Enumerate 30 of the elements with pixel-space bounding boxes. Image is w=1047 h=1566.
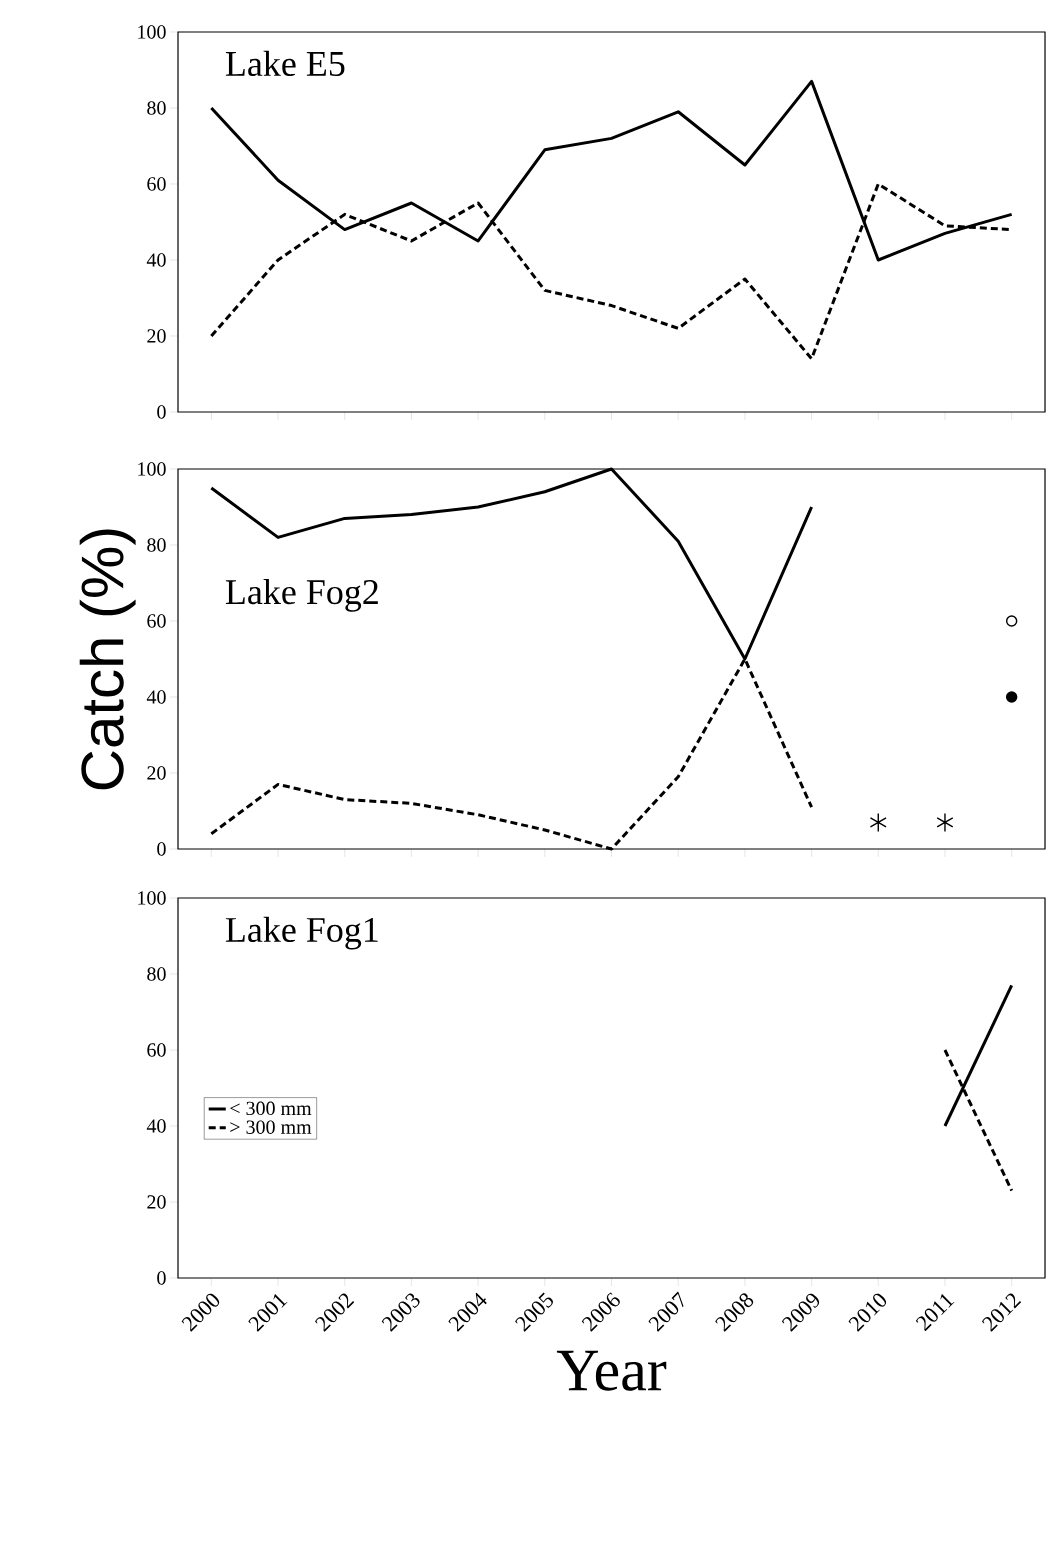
y-tick-label: 80 [147,967,166,981]
chart-title: Lake Fog1 [225,916,378,950]
y-tick-label: 100 [138,462,166,476]
y-tick-label: 40 [146,690,166,704]
legend-label: < 300 mm [230,1101,312,1116]
y-tick-label: 100 [138,25,166,39]
y-tick-label: 100 [138,891,166,905]
y-axis-title: Catch (%) [79,529,136,790]
point [936,812,954,833]
y-tick-label: 40 [146,253,166,267]
y-tick-label: 0 [157,1271,166,1285]
text: Lake Fog2 [225,578,378,612]
y-tick-label: 60 [147,614,166,628]
y-tick-label: 0 [157,842,166,856]
y-tick-label: 60 [147,177,166,191]
y-tick-label: 40 [146,1119,166,1133]
legend-label: > 300 mm [230,1120,312,1134]
chart-title: Lake E5 [225,50,345,77]
y-tick-label: 20 [147,766,166,780]
point [1005,691,1018,703]
y-tick-label: 80 [147,101,166,115]
y-tick-label: 80 [147,538,166,552]
y-tick-label: 20 [147,329,166,343]
point [1005,615,1018,627]
y-tick-label: 60 [147,1043,166,1057]
point [869,812,887,833]
x-axis-title: Year [556,1350,667,1391]
x-tick-label: 2011 [915,1294,955,1332]
y-tick-label: 20 [147,1195,166,1209]
y-tick-label: 0 [157,405,166,419]
